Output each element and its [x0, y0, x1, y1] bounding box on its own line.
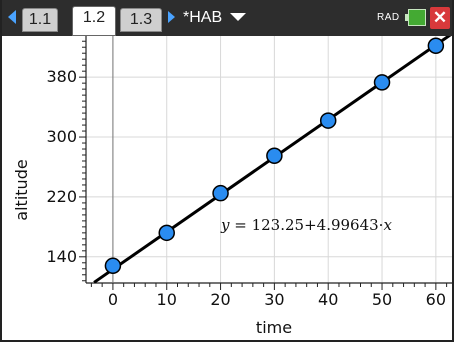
x-ticks: 0 10 20 30 40 50 60	[90, 283, 448, 309]
tab-1-2[interactable]: 1.2	[72, 6, 116, 36]
tab-label: 1.2	[82, 9, 106, 26]
regression-x-var: x	[383, 216, 392, 234]
x-axis-label: time	[256, 318, 292, 337]
y-tick-label: 300	[46, 127, 77, 146]
x-tick-label: 30	[264, 290, 284, 309]
document-title[interactable]: *HAB	[183, 9, 223, 26]
data-point[interactable]	[319, 112, 337, 129]
right-arrow-icon[interactable]	[168, 11, 175, 23]
regression-y-var: y	[221, 216, 230, 234]
x-tick-label: 10	[157, 290, 177, 309]
y-tick-label: 140	[46, 247, 77, 266]
battery-cap	[405, 14, 408, 21]
x-tick-label: 50	[372, 290, 392, 309]
y-ticks: 140 220 300 380	[46, 40, 86, 282]
left-arrow-icon[interactable]	[8, 10, 16, 24]
data-point[interactable]	[266, 147, 283, 165]
x-tick-label: 60	[426, 290, 446, 309]
tab-label: 1.1	[28, 11, 52, 28]
regression-expression: 123.25+4.99643·	[251, 216, 384, 234]
data-point[interactable]	[427, 37, 445, 54]
data-points[interactable]	[104, 37, 445, 275]
y-tick-label: 380	[46, 67, 77, 86]
angle-mode-indicator: RAD	[377, 12, 400, 23]
data-point[interactable]	[158, 224, 175, 242]
battery-icon	[405, 9, 426, 26]
data-point[interactable]	[104, 257, 122, 275]
chevron-down-icon[interactable]	[230, 13, 246, 21]
tab-label: 1.3	[129, 11, 153, 28]
top-bar: 1.1 1.2 1.3 *HAB RAD ✕	[2, 0, 452, 36]
y-tick-label: 220	[46, 187, 77, 206]
tab-1-1[interactable]: 1.1	[22, 8, 58, 32]
scatter-plot[interactable]: 0 10 20 30 40 50 60 140 220 300 380 time altitude	[2, 36, 452, 340]
tab-1-3[interactable]: 1.3	[120, 8, 162, 32]
x-tick-label: 0	[108, 290, 118, 309]
y-axis-label: altitude	[12, 159, 31, 220]
close-button[interactable]: ✕	[430, 7, 450, 29]
regression-equation: y = 123.25+4.99643·x	[221, 216, 392, 234]
x-tick-label: 20	[210, 290, 230, 309]
x-tick-label: 40	[318, 290, 338, 309]
data-point[interactable]	[373, 74, 391, 91]
data-point[interactable]	[212, 184, 229, 202]
